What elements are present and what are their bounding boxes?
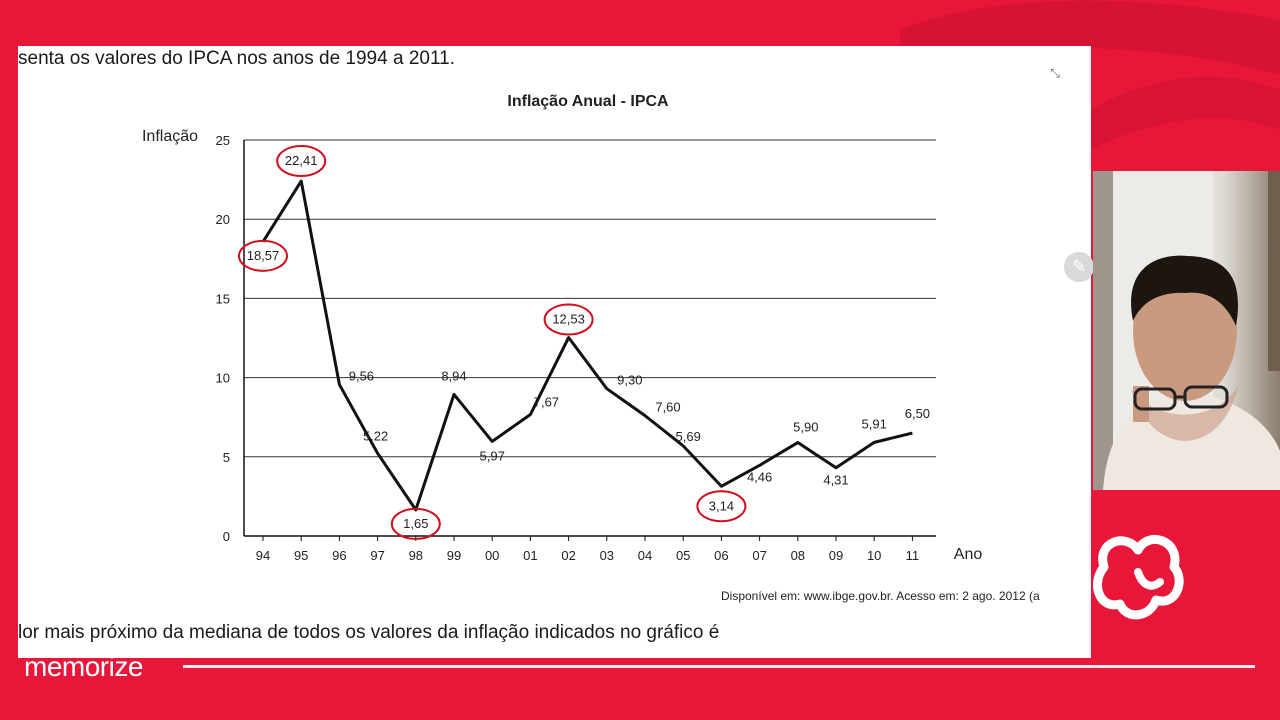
data-label: 5,90 — [793, 420, 818, 435]
data-label: 7,67 — [534, 395, 559, 410]
source-citation: Disponível em: www.ibge.gov.br. Acesso e… — [721, 589, 1040, 603]
data-label: 8,94 — [441, 368, 466, 383]
brand-name: memorize — [24, 651, 143, 682]
x-tick-label: 06 — [714, 548, 728, 563]
y-tick-label: 0 — [223, 529, 230, 544]
pencil-icon[interactable]: ✎ — [1064, 252, 1094, 282]
data-label: 4,31 — [823, 473, 848, 488]
chart-title: Inflação Anual - IPCA — [507, 93, 669, 110]
y-tick-label: 25 — [216, 133, 230, 148]
x-tick-label: 94 — [256, 548, 270, 563]
x-tick-label: 04 — [638, 548, 652, 563]
data-label: 22,41 — [285, 153, 318, 168]
x-tick-label: 97 — [370, 548, 384, 563]
annotation-circle — [238, 239, 288, 272]
annotation-circle — [276, 145, 327, 178]
x-tick-label: 01 — [523, 548, 537, 563]
y-tick-label: 20 — [216, 212, 230, 227]
brand-logo — [1093, 535, 1184, 620]
data-label: 6,50 — [905, 406, 930, 421]
data-label: 7,60 — [655, 400, 680, 415]
line-chart: Inflação Anual - IPCA Inflação Ano 05101… — [142, 93, 1040, 603]
x-tick-label: 00 — [485, 548, 499, 563]
data-label: 12,53 — [552, 312, 585, 327]
x-tick-label: 96 — [332, 548, 346, 563]
x-tick-label: 09 — [829, 548, 843, 563]
data-label: 5,69 — [676, 429, 701, 444]
x-tick-label: 10 — [867, 548, 881, 563]
y-axis-label: Inflação — [142, 128, 198, 145]
x-tick-label: 95 — [294, 548, 308, 563]
x-tick-label: 05 — [676, 548, 690, 563]
webcam-video — [1093, 171, 1280, 490]
x-axis-label: Ano — [954, 546, 983, 563]
x-tick-label: 11 — [906, 548, 920, 563]
data-label: 5,22 — [363, 428, 388, 443]
data-label: 5,91 — [862, 416, 887, 431]
data-label: 18,57 — [247, 248, 280, 263]
x-tick-label: 07 — [752, 548, 766, 563]
x-tick-label: 99 — [447, 548, 461, 563]
document-panel: senta os valores do IPCA nos anos de 199… — [18, 46, 1091, 658]
brand-underline — [183, 665, 1255, 668]
data-label: 4,46 — [747, 469, 772, 484]
y-tick-label: 15 — [216, 291, 230, 306]
data-label: 9,56 — [349, 369, 374, 384]
data-label: 3,14 — [709, 498, 734, 513]
data-label: 9,30 — [617, 373, 642, 388]
x-tick-label: 08 — [791, 548, 805, 563]
question-text-bottom: lor mais próximo da mediana de todos os … — [18, 622, 720, 643]
x-tick-label: 98 — [409, 548, 423, 563]
annotation-circle — [696, 490, 747, 523]
y-tick-label: 10 — [216, 371, 230, 386]
y-tick-label: 5 — [223, 450, 230, 465]
data-label: 1,65 — [403, 516, 428, 531]
x-tick-label: 03 — [600, 548, 614, 563]
annotation-circle — [543, 303, 594, 336]
x-tick-label: 02 — [561, 548, 575, 563]
series-line — [261, 179, 913, 512]
question-text-top: senta os valores do IPCA nos anos de 199… — [18, 48, 455, 69]
annotation-circle — [390, 507, 441, 540]
data-label: 5,97 — [480, 448, 505, 463]
expand-icon[interactable]: ⤡ — [1050, 66, 1060, 80]
